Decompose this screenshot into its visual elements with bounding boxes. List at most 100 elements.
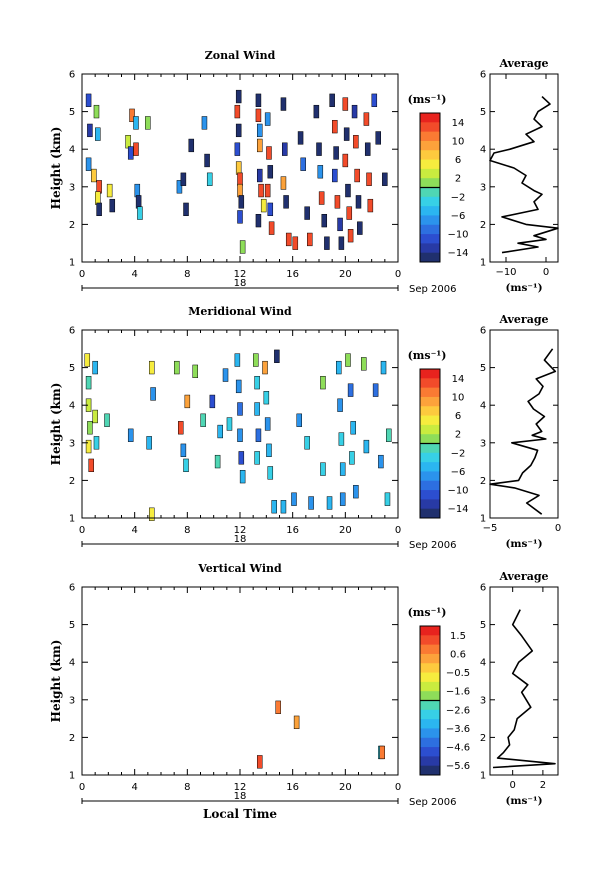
y-tick-label: 4 bbox=[69, 401, 75, 412]
profile-y-tick-label: 3 bbox=[480, 438, 486, 449]
data-cell bbox=[264, 417, 271, 431]
data-cell bbox=[317, 165, 324, 179]
data-cell bbox=[363, 112, 370, 126]
profile-x-label: (ms⁻¹) bbox=[505, 282, 542, 294]
y-tick-label: 5 bbox=[69, 363, 75, 374]
data-cell bbox=[371, 93, 378, 107]
panel-title: Vertical Wind bbox=[197, 562, 282, 575]
colorbar-swatch bbox=[420, 396, 440, 407]
colorbar-swatch bbox=[420, 765, 440, 776]
data-cell bbox=[324, 236, 330, 250]
x-tick-label: 20 bbox=[339, 269, 352, 280]
data-cell bbox=[351, 104, 358, 119]
colorbar-label: −10 bbox=[447, 230, 468, 241]
y-tick-label: 1 bbox=[69, 514, 75, 525]
data-cell bbox=[255, 213, 262, 228]
data-cell bbox=[268, 221, 275, 235]
data-cell bbox=[87, 123, 93, 138]
data-cell bbox=[366, 172, 372, 186]
data-cell bbox=[238, 195, 245, 209]
data-cell bbox=[375, 131, 382, 145]
profile-y-tick-label: 1 bbox=[480, 258, 486, 269]
data-cell bbox=[209, 394, 216, 409]
data-cell bbox=[263, 391, 270, 405]
data-cell bbox=[329, 93, 335, 107]
data-cell bbox=[254, 451, 260, 465]
y-tick-label: 5 bbox=[69, 620, 75, 631]
colorbar-swatch bbox=[420, 150, 440, 160]
data-cell bbox=[88, 458, 94, 473]
profile-y-tick-label: 4 bbox=[480, 401, 486, 412]
x-tick-label: 4 bbox=[131, 782, 137, 793]
colorbar-label: −2.6 bbox=[446, 705, 470, 716]
data-cell bbox=[339, 492, 346, 506]
profile-x-tick-label: 0 bbox=[543, 267, 549, 278]
data-cell bbox=[150, 387, 156, 401]
colorbar-swatch bbox=[420, 387, 440, 398]
data-cell bbox=[254, 402, 260, 416]
data-cell bbox=[350, 421, 356, 435]
data-cell bbox=[255, 428, 262, 442]
data-cell bbox=[93, 104, 100, 119]
data-cell bbox=[96, 180, 102, 194]
colorbar-swatch bbox=[420, 140, 440, 151]
colorbar-label: 2 bbox=[455, 174, 461, 185]
colorbar-swatch bbox=[420, 756, 440, 767]
data-cell bbox=[304, 206, 310, 220]
data-cell bbox=[237, 172, 243, 186]
x-tick-label: 8 bbox=[184, 782, 190, 793]
data-cell bbox=[109, 198, 116, 213]
day-label: 18 bbox=[234, 534, 247, 545]
data-cell bbox=[91, 168, 97, 183]
data-cell bbox=[338, 236, 345, 250]
data-cell bbox=[237, 402, 243, 416]
data-cell bbox=[145, 116, 151, 130]
data-cell bbox=[345, 183, 351, 198]
colorbar-swatch bbox=[420, 252, 440, 263]
data-cell bbox=[234, 142, 241, 156]
data-cell bbox=[316, 142, 322, 156]
x-tick-label: 0 bbox=[395, 782, 401, 793]
data-cell bbox=[214, 454, 221, 469]
panel-title: Zonal Wind bbox=[205, 49, 276, 62]
x-tick-label: 16 bbox=[286, 782, 299, 793]
colorbar-unit: (ms⁻¹) bbox=[408, 606, 447, 619]
profile-frame bbox=[489, 586, 559, 776]
profile-title: Average bbox=[498, 570, 548, 583]
profile-y-tick-label: 6 bbox=[480, 326, 486, 337]
x-tick-label: 20 bbox=[339, 525, 352, 536]
data-cell bbox=[343, 127, 350, 141]
colorbar-swatch bbox=[420, 480, 440, 491]
colorbar-swatch bbox=[420, 224, 440, 235]
colorbar-swatch bbox=[420, 635, 440, 646]
data-cell bbox=[127, 428, 134, 442]
colorbar-swatch bbox=[420, 737, 440, 748]
y-axis-label: Height (km) bbox=[49, 383, 63, 466]
profile-y-tick-label: 2 bbox=[480, 476, 486, 487]
month-label: Sep 2006 bbox=[409, 797, 456, 808]
data-cell bbox=[146, 436, 152, 450]
data-cell bbox=[364, 142, 371, 156]
y-axis-label: Height (km) bbox=[49, 127, 63, 210]
data-cell bbox=[353, 485, 359, 499]
colorbar-swatch bbox=[420, 131, 440, 142]
data-cell bbox=[275, 700, 281, 714]
colorbar-swatch bbox=[420, 719, 440, 729]
profile-x-tick-label: 0 bbox=[555, 523, 561, 534]
colorbar-swatch bbox=[420, 406, 440, 416]
colorbar-swatch bbox=[420, 196, 440, 207]
colorbar-swatch bbox=[420, 700, 440, 711]
data-cell bbox=[87, 421, 93, 435]
y-tick-label: 1 bbox=[69, 258, 75, 269]
y-tick-label: 6 bbox=[69, 70, 75, 81]
colorbar-swatch bbox=[420, 206, 440, 216]
colorbar-label: −5.6 bbox=[446, 761, 470, 772]
profile-x-label: (ms⁻¹) bbox=[505, 795, 542, 807]
data-cell bbox=[92, 409, 98, 424]
y-tick-label: 4 bbox=[69, 145, 75, 156]
y-tick-label: 6 bbox=[69, 583, 75, 594]
x-tick-label: 16 bbox=[286, 525, 299, 536]
colorbar-label: −4.6 bbox=[446, 743, 470, 754]
